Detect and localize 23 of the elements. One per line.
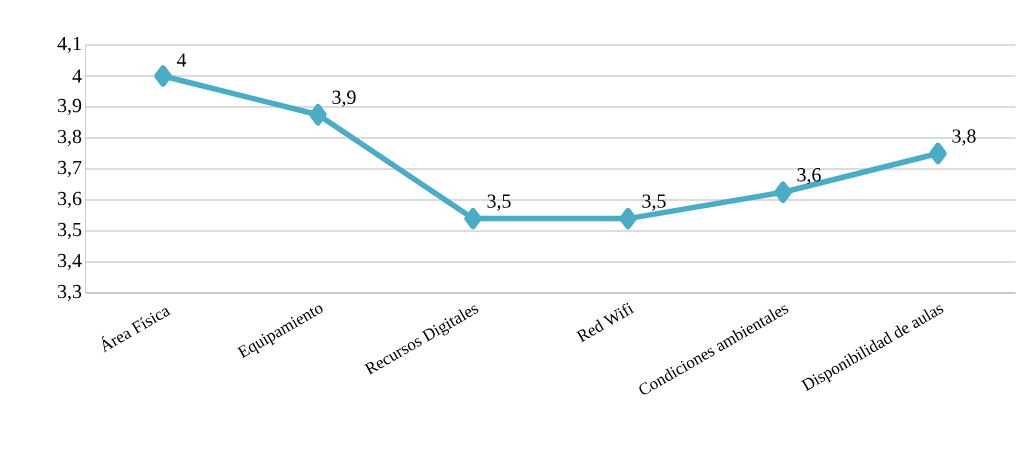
- y-tick-label: 3,3: [58, 284, 82, 302]
- y-tick-label: 3,8: [58, 129, 82, 147]
- y-tick-label: 3,7: [58, 160, 82, 178]
- point: [774, 181, 792, 203]
- point: [929, 142, 947, 165]
- data-label: 3,5: [642, 194, 666, 211]
- data-label: 3,8: [952, 129, 976, 146]
- x-tick-label: Red Wifi: [575, 302, 635, 343]
- point: [464, 207, 482, 230]
- y-tick-label: 3,5: [58, 222, 82, 240]
- x-tick-label: Área Física: [102, 308, 171, 353]
- y-tick-label: 3,6: [58, 191, 82, 209]
- point: [154, 65, 172, 87]
- y-tick-label: 4,1: [57, 36, 81, 54]
- y-tick-label: 3,9: [58, 98, 82, 116]
- data-label: 3,6: [797, 168, 821, 185]
- data-label: 3,9: [332, 90, 356, 107]
- data-label: 3,5: [487, 194, 511, 211]
- data-label: 4: [176, 53, 187, 67]
- y-tick-label: 3,4: [58, 253, 82, 271]
- point: [619, 207, 637, 230]
- y-tick-label: 4: [72, 69, 82, 83]
- point: [309, 103, 327, 126]
